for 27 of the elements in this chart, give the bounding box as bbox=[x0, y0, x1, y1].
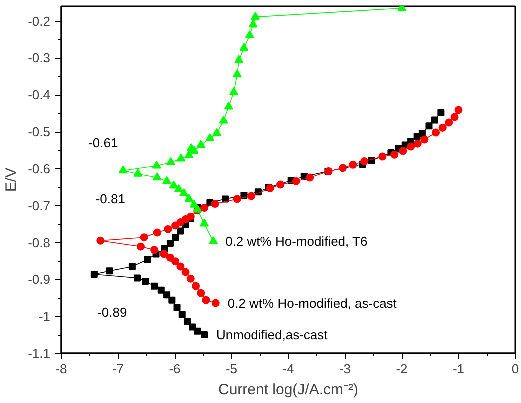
x-axis-title: Current log(J/A.cm⁻²) bbox=[218, 382, 359, 398]
annotation: -0.81 bbox=[96, 191, 126, 206]
x-tick-label: 0 bbox=[512, 362, 520, 376]
y-tick-label: -0.5 bbox=[28, 124, 51, 140]
y-axis-title: E/V bbox=[3, 168, 20, 192]
x-tick-label: -5 bbox=[226, 362, 238, 376]
x-tick-label: -3 bbox=[339, 362, 352, 376]
y-tick-label: -0.7 bbox=[28, 198, 51, 214]
x-tick-label: -1 bbox=[452, 362, 465, 376]
y-tick-label: -0.8 bbox=[28, 235, 51, 250]
x-tick-label: -6 bbox=[169, 362, 181, 376]
y-tick-label: -1 bbox=[38, 309, 51, 324]
y-tick-label: -0.6 bbox=[28, 161, 51, 176]
y-tick-label: -0.2 bbox=[28, 14, 51, 29]
x-tick-label: -2 bbox=[396, 362, 408, 376]
x-tick-label: -7 bbox=[112, 362, 124, 376]
y-tick-label: -1.1 bbox=[28, 346, 51, 361]
series-label: 0.2 wt% Ho-modified, T6 bbox=[226, 234, 368, 250]
series-label: Unmodified,as-cast bbox=[216, 328, 328, 343]
y-tick-label: -0.4 bbox=[28, 88, 51, 103]
annotation: -0.89 bbox=[98, 305, 128, 320]
y-tick-label: -0.3 bbox=[28, 50, 51, 66]
x-tick-label: -8 bbox=[56, 362, 68, 376]
y-tick-label: -0.9 bbox=[28, 272, 51, 288]
series-label: 0.2 wt% Ho-modified, as-cast bbox=[228, 296, 398, 311]
x-tick-label: -4 bbox=[282, 362, 294, 376]
annotation: -0.61 bbox=[88, 135, 118, 150]
